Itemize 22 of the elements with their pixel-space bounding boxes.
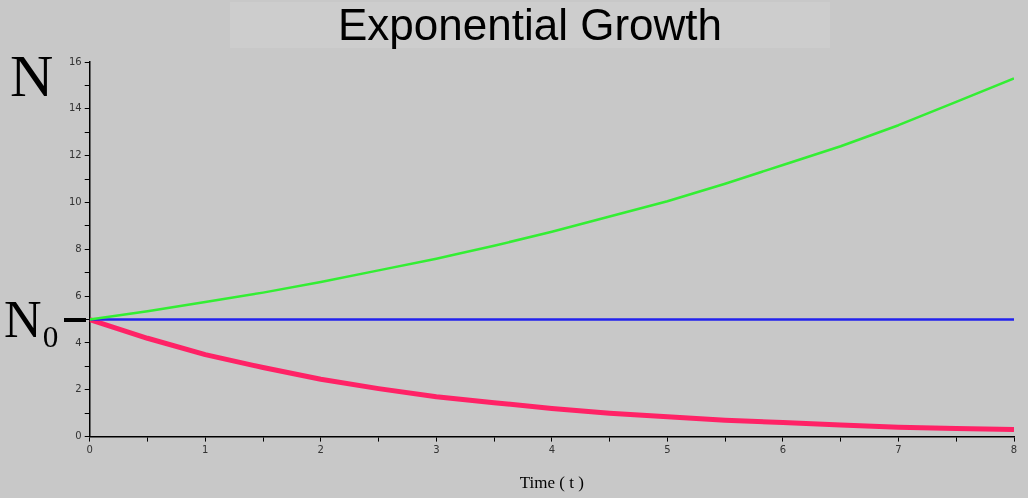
x-tick-label: 8	[1010, 444, 1018, 456]
x-axis-title: Time ( t )	[519, 473, 584, 493]
y-tick-label: 0	[75, 430, 82, 442]
x-tick-label: 6	[779, 444, 787, 456]
x-tick-label: 0	[86, 444, 93, 456]
y-tick-label: 14	[68, 102, 82, 114]
y-axis-title: N	[10, 43, 54, 109]
y-tick-label: 2	[75, 383, 82, 395]
y-tick-label: 6	[75, 289, 82, 301]
x-tick-label: 1	[202, 444, 209, 456]
x-tick-label: 7	[895, 444, 902, 456]
y-tick-label: 8	[75, 242, 82, 254]
x-tick-label: 3	[433, 444, 440, 456]
y-tick-label: 12	[68, 149, 82, 161]
y-tick-label: 16	[68, 55, 82, 67]
annotation: N₀	[4, 291, 60, 349]
chart-title: Exponential Growth	[230, 0, 830, 49]
x-tick-label: 4	[548, 444, 556, 456]
y-tick-label: 4	[75, 336, 82, 348]
x-tick-label: 2	[317, 444, 324, 456]
y-tick-label: 10	[68, 196, 82, 208]
x-tick-label: 5	[664, 444, 671, 456]
